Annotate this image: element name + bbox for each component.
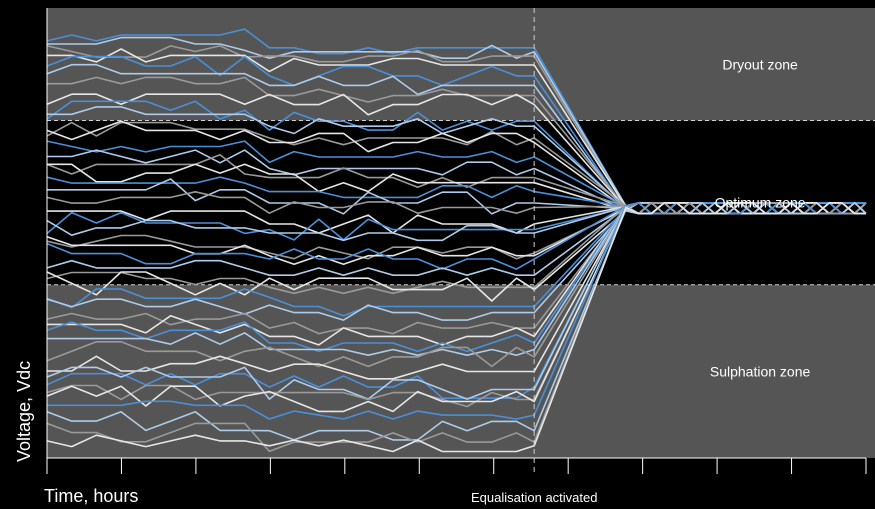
y-axis-label: Voltage, Vdc bbox=[14, 361, 34, 462]
equalisation-label: Equalisation activated bbox=[471, 490, 597, 505]
x-axis-label: Time, hours bbox=[44, 486, 138, 506]
zone-label: Optimum zone bbox=[715, 195, 806, 211]
zone-bands bbox=[47, 8, 875, 458]
axes bbox=[46, 8, 867, 474]
series-line bbox=[46, 202, 866, 453]
zone-label: Dryout zone bbox=[722, 56, 798, 72]
zone-label: Sulphation zone bbox=[710, 363, 811, 379]
zone-labels: Dryout zone Optimum zone Sulphation zone bbox=[710, 56, 811, 379]
